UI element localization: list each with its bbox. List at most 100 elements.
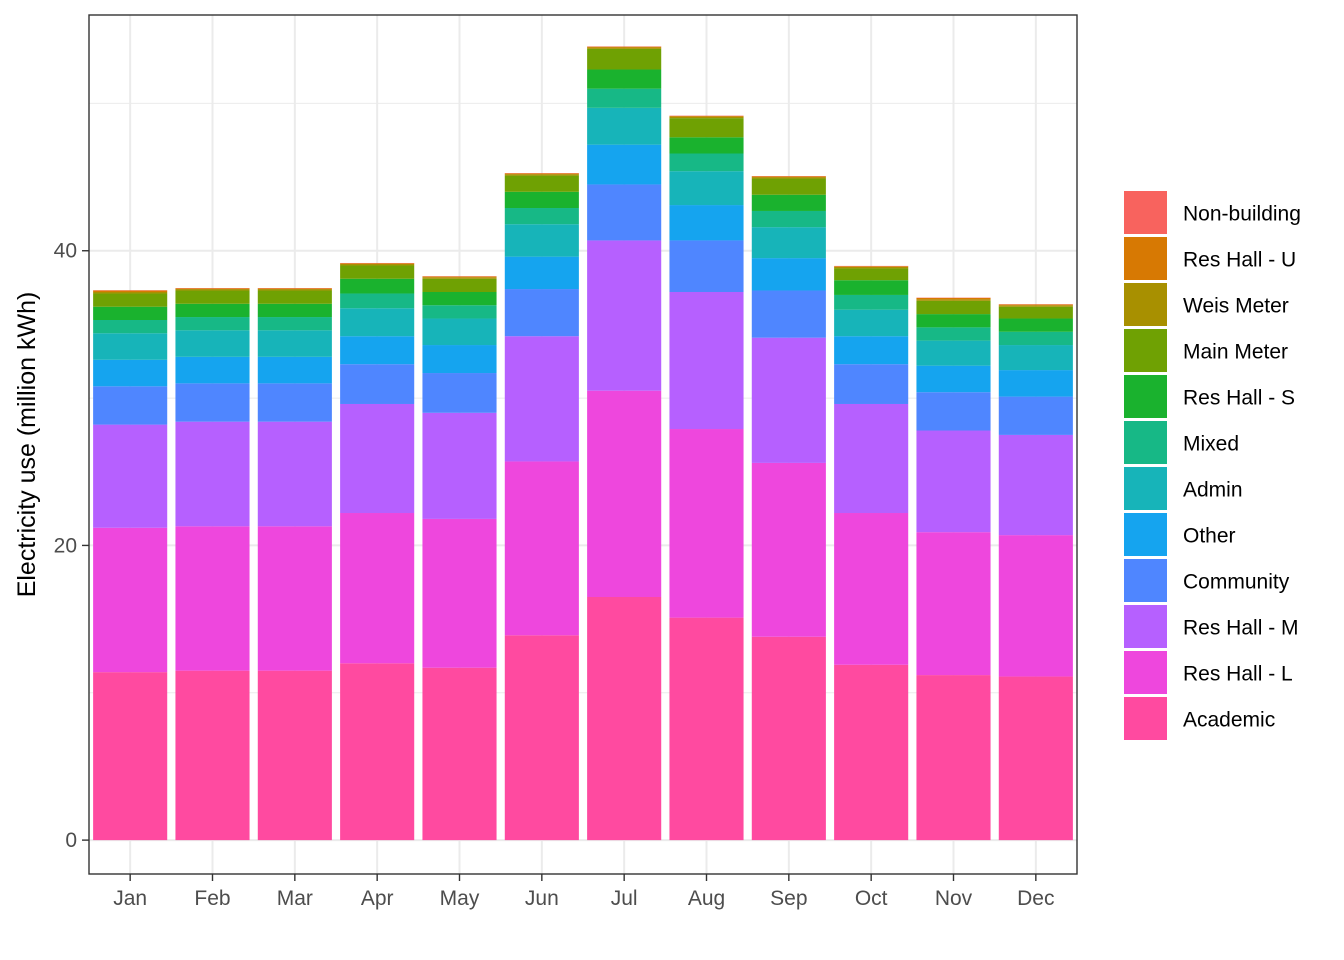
- bar-segment: Jul – Academic: 16.5: [587, 596, 662, 841]
- bar-segment: Mar – Res Hall - L: 9.8: [257, 526, 332, 671]
- bar-segment: May – Main Meter: 0.9: [422, 278, 497, 293]
- bar-segment: Jun – Admin: 2.2: [504, 224, 579, 257]
- y-tick-label: 40: [54, 240, 77, 263]
- bar-segment: Jun – Res Hall - S: 1.1: [504, 191, 579, 209]
- bar-segment: Nov – Res Hall - M: 6.9: [916, 430, 991, 533]
- axes: 0 20 40 Jan Feb Mar Apr May Jun Jul Aug Sep Oct Nov De…: [54, 240, 1055, 910]
- bar-segment: Nov – Academic: 11.2: [916, 675, 991, 841]
- bar-segment: Oct – Res Hall - S: 1: [834, 280, 909, 295]
- bars: Jan – Academic: 11.4Jan – Res Hall - L: …: [93, 46, 1073, 841]
- bar-segment: May – Res Hall - L: 10.1: [422, 518, 497, 668]
- bar-segment: Jul – Res Hall - U: 0.05: [587, 46, 662, 48]
- bar-segment: Jan – Res Hall - L: 9.8: [93, 527, 168, 673]
- bar-segment: Jul – Res Hall - M: 10.2: [587, 240, 662, 391]
- bar-segment: Apr – Res Hall - U: 0.05: [340, 263, 415, 265]
- bar-segment: Sep – Academic: 13.8: [751, 636, 826, 841]
- bar-segment: Sep – Weis Meter: 0.1: [751, 177, 826, 179]
- bar-segment: Feb – Mixed: 0.9: [175, 317, 250, 331]
- bar-segment: Nov – Res Hall - U: 0.1: [916, 297, 991, 300]
- legend-label: Mixed: [1183, 433, 1239, 456]
- plot-panel: [89, 15, 1077, 874]
- bar-segment: Dec – Admin: 1.7: [998, 345, 1073, 371]
- bar-segment: Jan – Admin: 1.8: [93, 333, 168, 360]
- bar-segment: Apr – Res Hall - M: 7.4: [340, 403, 415, 514]
- x-tick-label: May: [440, 887, 480, 910]
- bar-segment: Sep – Mixed: 1.1: [751, 210, 826, 228]
- bar-segment: Feb – Other: 1.8: [175, 356, 250, 384]
- bar-segment: Dec – Res Hall - M: 6.8: [998, 434, 1073, 536]
- x-tick-label: Sep: [770, 887, 807, 910]
- bar-segment: Jul – Main Meter: 1.4: [587, 48, 662, 70]
- bar-segment: Jun – Res Hall - L: 11.8: [504, 461, 579, 636]
- bar-segment: Dec – Academic: 11.1: [998, 676, 1073, 841]
- bar-segment: Feb – Res Hall - S: 0.9: [175, 303, 250, 318]
- bar-segment: Aug – Weis Meter: 0.1: [669, 116, 744, 119]
- bar-segment: Feb – Res Hall - L: 9.8: [175, 526, 250, 671]
- bar-segment: May – Other: 1.9: [422, 345, 497, 374]
- bar-segment: May – Res Hall - U: 0.05: [422, 276, 497, 278]
- legend-item: Mixed: [1124, 421, 1239, 464]
- legend-label: Other: [1183, 525, 1236, 548]
- bar-segment: Jun – Res Hall - M: 8.5: [504, 336, 579, 462]
- bar-segment: Mar – Res Hall - S: 0.9: [257, 303, 332, 318]
- bar-segment: Feb – Res Hall - M: 7.1: [175, 421, 250, 527]
- bar-segment: Aug – Academic: 15.1: [669, 617, 744, 841]
- bar-segment: Nov – Weis Meter: 0.1: [916, 299, 991, 301]
- bar-segment: Aug – Res Hall - L: 12.8: [669, 429, 744, 618]
- bar-segment: Apr – Res Hall - L: 10.2: [340, 513, 415, 664]
- bar-segment: Oct – Weis Meter: 0.1: [834, 266, 909, 269]
- bar-segment: Jan – Res Hall - U: 0.1: [93, 290, 168, 293]
- bar-segment: May – Mixed: 0.9: [422, 305, 497, 319]
- x-tick-label: Jan: [113, 887, 147, 910]
- bar-segment: Jan – Res Hall - M: 7: [93, 424, 168, 528]
- bar-segment: Feb – Main Meter: 0.9: [175, 290, 250, 304]
- bar-segment: May – Weis Meter: 0.1: [422, 277, 497, 279]
- bar-segment: Jun – Other: 2.2: [504, 256, 579, 290]
- x-tick-label: Aug: [688, 887, 725, 910]
- legend-swatch: [1124, 329, 1167, 372]
- legend-label: Res Hall - M: [1183, 617, 1299, 640]
- plot-frame: [88, 14, 1078, 875]
- bar-segment: Oct – Main Meter: 0.8: [834, 268, 909, 281]
- bar-segment: Oct – Res Hall - L: 10.3: [834, 513, 909, 665]
- bar-segment: Apr – Other: 1.9: [340, 336, 415, 365]
- bar-segment: Mar – Res Hall - U: 0.05: [257, 288, 332, 290]
- bar-segment: Oct – Other: 1.9: [834, 336, 909, 365]
- legend-label: Res Hall - L: [1183, 663, 1293, 686]
- bar-segment: Jan – Other: 1.8: [93, 359, 168, 387]
- bar-segment: Apr – Admin: 1.9: [340, 308, 415, 337]
- bar-segment: Oct – Res Hall - U: 0.05: [834, 266, 909, 267]
- bar-segment: Nov – Mixed: 0.9: [916, 327, 991, 341]
- bar-segment: Aug – Mixed: 1.2: [669, 153, 744, 172]
- bar-segment: Jun – Academic: 13.9: [504, 635, 579, 841]
- bar-segment: Apr – Weis Meter: 0.1: [340, 264, 415, 266]
- bar-segment: Sep – Res Hall - L: 11.8: [751, 462, 826, 637]
- legend-swatch: [1124, 513, 1167, 556]
- x-tick-label: Apr: [361, 887, 394, 910]
- bar-segment: Oct – Mixed: 1: [834, 294, 909, 310]
- legend-item: Main Meter: [1124, 329, 1288, 372]
- bar-segment: Sep – Main Meter: 1.1: [751, 178, 826, 195]
- legend-item: Other: [1124, 513, 1236, 556]
- bar-segment: May – Admin: 1.8: [422, 318, 497, 346]
- bar-segment: Mar – Other: 1.8: [257, 356, 332, 384]
- bar-segment: Mar – Weis Meter: 0.1: [257, 289, 332, 291]
- legend-item: Res Hall - L: [1124, 651, 1293, 694]
- bar-segment: Dec – Community: 2.6: [998, 396, 1073, 435]
- bar-segment: Nov – Main Meter: 0.9: [916, 300, 991, 315]
- bar-segment: Jan – Mixed: 0.9: [93, 319, 168, 334]
- bar-segment: Aug – Res Hall - S: 1.1: [669, 137, 744, 154]
- x-tick-label: Dec: [1017, 887, 1054, 910]
- legend-label: Community: [1183, 571, 1290, 594]
- legend-swatch: [1124, 605, 1167, 648]
- bar-segment: Jun – Res Hall - U: 0.05: [504, 173, 579, 175]
- bar-segment: Jan – Community: 2.6: [93, 386, 168, 425]
- legend: Non-building Res Hall - U Weis Meter Main M…: [1124, 191, 1301, 740]
- bar-segment: Nov – Res Hall - S: 0.9: [916, 314, 991, 328]
- bar-segment: Feb – Community: 2.6: [175, 383, 250, 422]
- bar-segment: May – Academic: 11.7: [422, 667, 497, 841]
- bar-segment: Mar – Main Meter: 0.9: [257, 290, 332, 304]
- bar-segment: Sep – Res Hall - U: 0.05: [751, 176, 826, 178]
- x-tick-label: Jun: [525, 887, 559, 910]
- bar-segment: Nov – Other: 1.8: [916, 365, 991, 393]
